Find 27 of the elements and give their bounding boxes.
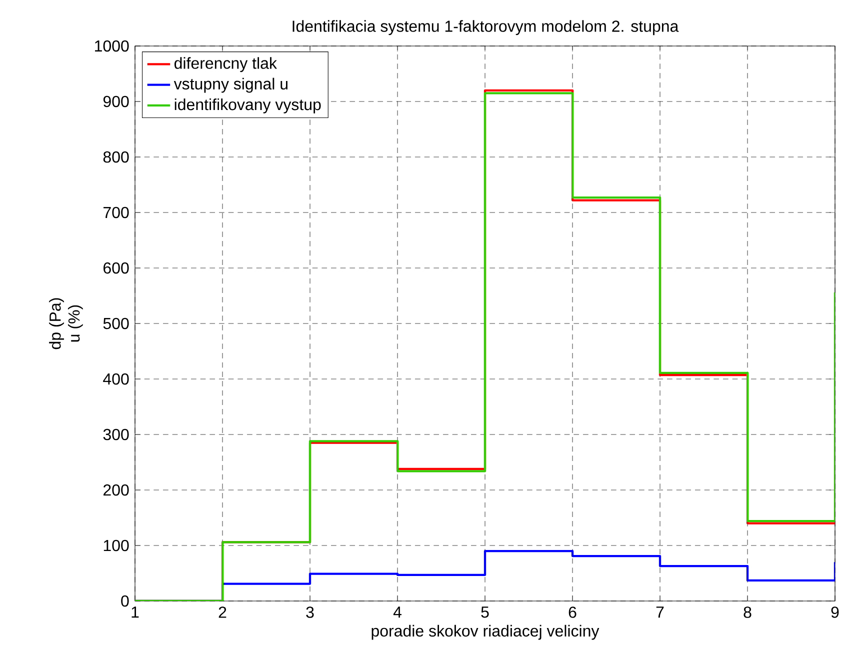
legend-label: vstupny signal u <box>174 78 288 93</box>
y-tick-label: 500 <box>103 318 129 330</box>
text: dp (Pa) <box>49 298 64 350</box>
y-tick-label: 600 <box>104 262 129 274</box>
y-tick-label: 0 <box>121 595 129 607</box>
x-tick-label: 8 <box>744 606 752 618</box>
x-axis-title: poradie skokov riadiacej veliciny <box>372 624 600 640</box>
y-tick-label: 900 <box>103 96 129 108</box>
y-tick-label: 200 <box>104 484 129 496</box>
legend-label: identifikovany vystup <box>174 98 321 114</box>
x-tick-label: 5 <box>481 606 489 618</box>
y-tick-label: 800 <box>103 151 129 163</box>
x-tick-label: 1 <box>132 606 139 618</box>
x-tick-label: 2 <box>218 606 226 618</box>
y-tick-label: 700 <box>104 206 129 218</box>
x-tick-label: 9 <box>831 606 839 618</box>
y-tick-label: 300 <box>103 428 129 440</box>
chart-title: Identifikacia systemu 1-faktorovym modelom 2. stupna <box>292 20 679 36</box>
y-tick-label: 100 <box>104 540 129 552</box>
x-tick-label: 6 <box>568 606 576 618</box>
x-tick-label: 4 <box>393 606 402 618</box>
x-tick-label: 3 <box>306 606 314 618</box>
y-tick-label: 400 <box>103 373 129 385</box>
legend-label: diferencny tlak <box>174 57 277 72</box>
text: u (%) <box>68 305 83 342</box>
x-tick-label: 7 <box>656 606 664 618</box>
y-tick-label: 1000 <box>95 40 129 52</box>
